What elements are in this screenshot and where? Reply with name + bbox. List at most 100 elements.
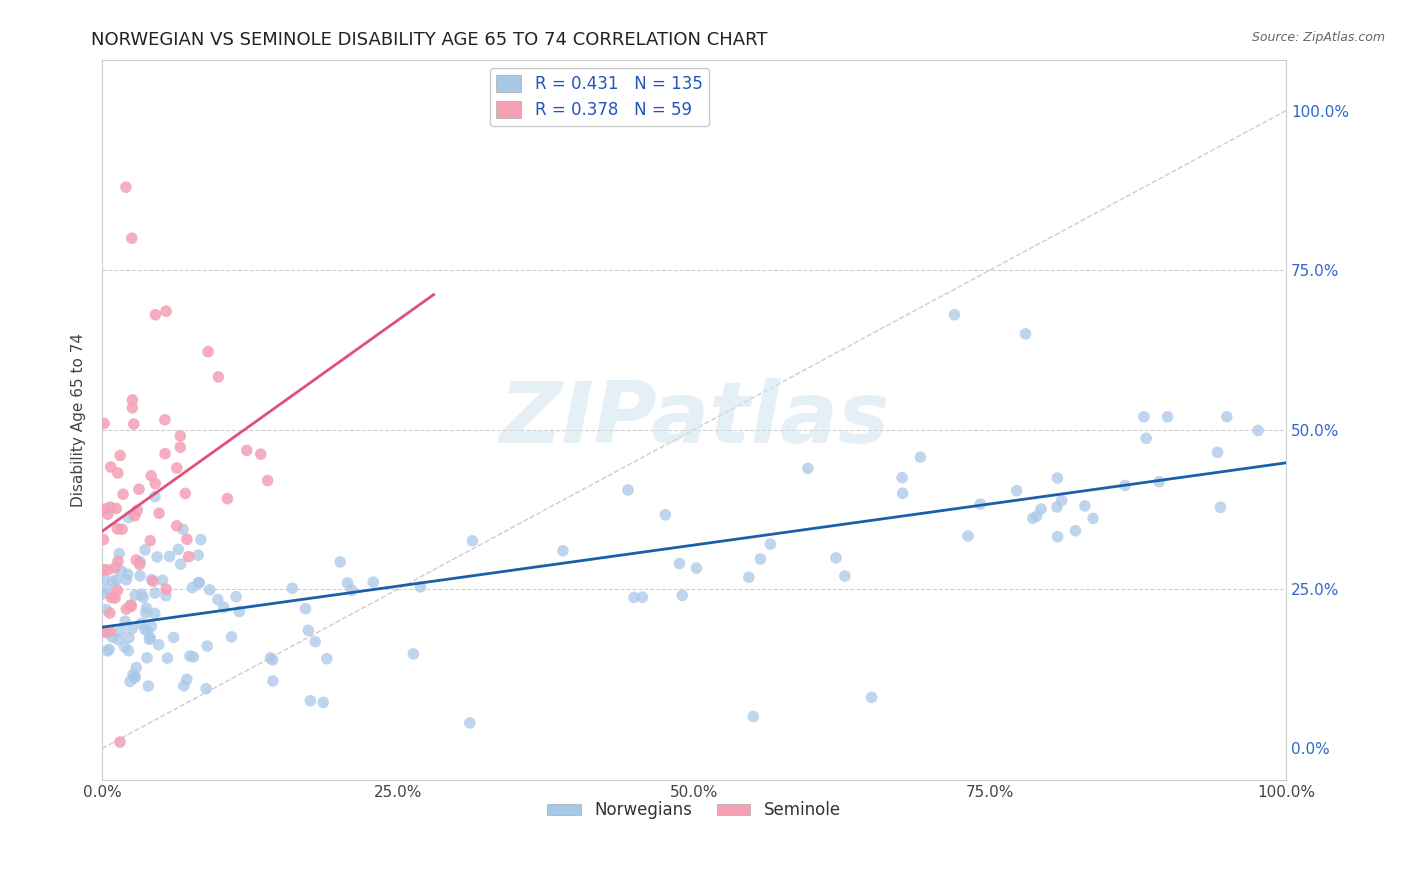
Point [117, 644, 139, 658]
Point [93, 573, 115, 587]
Point [1135, 431, 1157, 445]
Point [108, 735, 131, 749]
Point [98, 500, 121, 514]
Point [256, 474, 278, 488]
Point [891, 486, 914, 500]
Point [299, 694, 322, 708]
Point [108, 449, 131, 463]
Point [93, 417, 115, 431]
Point [107, 466, 129, 480]
Point [1133, 409, 1156, 424]
Point [120, 599, 142, 614]
Point [304, 634, 326, 648]
Point [169, 440, 191, 454]
Point [110, 624, 132, 638]
Point [179, 648, 201, 663]
Point [197, 344, 219, 359]
Text: Source: ZipAtlas.com: Source: ZipAtlas.com [1251, 31, 1385, 45]
Point [148, 638, 170, 652]
Point [1046, 471, 1069, 485]
Point [129, 616, 152, 631]
Point [131, 587, 153, 601]
Point [281, 581, 304, 595]
Point [163, 631, 186, 645]
Point [212, 600, 235, 615]
Point [141, 468, 163, 483]
Point [136, 650, 159, 665]
Point [187, 575, 209, 590]
Point [294, 601, 316, 615]
Point [139, 631, 162, 645]
Point [170, 557, 193, 571]
Legend: Norwegians, Seminole: Norwegians, Seminole [541, 795, 848, 826]
Point [969, 497, 991, 511]
Point [97, 507, 120, 521]
Point [105, 573, 128, 587]
Point [107, 583, 129, 598]
Point [104, 591, 127, 605]
Point [136, 624, 159, 639]
Point [134, 623, 156, 637]
Point [623, 591, 645, 605]
Point [1050, 493, 1073, 508]
Point [136, 679, 159, 693]
Point [1209, 500, 1232, 515]
Point [125, 660, 148, 674]
Point [166, 461, 188, 475]
Point [124, 671, 146, 685]
Point [891, 470, 914, 484]
Point [1022, 511, 1045, 525]
Point [195, 639, 218, 653]
Point [188, 575, 211, 590]
Point [409, 580, 432, 594]
Point [107, 554, 129, 568]
Point [1247, 424, 1270, 438]
Point [340, 583, 363, 598]
Point [860, 690, 883, 705]
Point [135, 601, 157, 615]
Point [176, 673, 198, 687]
Point [118, 631, 141, 645]
Point [105, 501, 128, 516]
Point [117, 510, 139, 524]
Point [139, 533, 162, 548]
Point [148, 506, 170, 520]
Point [101, 630, 124, 644]
Point [174, 486, 197, 500]
Point [120, 598, 142, 612]
Point [117, 567, 139, 582]
Point [190, 533, 212, 547]
Point [183, 650, 205, 665]
Point [124, 588, 146, 602]
Point [159, 549, 181, 564]
Point [93, 563, 115, 577]
Point [228, 605, 250, 619]
Point [169, 429, 191, 443]
Point [461, 533, 484, 548]
Point [122, 417, 145, 431]
Point [834, 569, 856, 583]
Point [124, 669, 146, 683]
Point [94, 602, 117, 616]
Point [155, 582, 177, 597]
Point [146, 549, 169, 564]
Point [143, 490, 166, 504]
Point [141, 573, 163, 587]
Point [121, 392, 143, 407]
Point [797, 461, 820, 475]
Point [176, 533, 198, 547]
Point [668, 557, 690, 571]
Point [93, 625, 115, 640]
Point [1081, 511, 1104, 525]
Point [167, 542, 190, 557]
Point [207, 592, 229, 607]
Point [153, 413, 176, 427]
Y-axis label: Disability Age 65 to 74: Disability Age 65 to 74 [72, 333, 86, 507]
Point [956, 529, 979, 543]
Point [152, 574, 174, 588]
Point [104, 561, 127, 575]
Point [617, 483, 640, 497]
Point [297, 624, 319, 638]
Point [177, 549, 200, 564]
Point [101, 574, 124, 589]
